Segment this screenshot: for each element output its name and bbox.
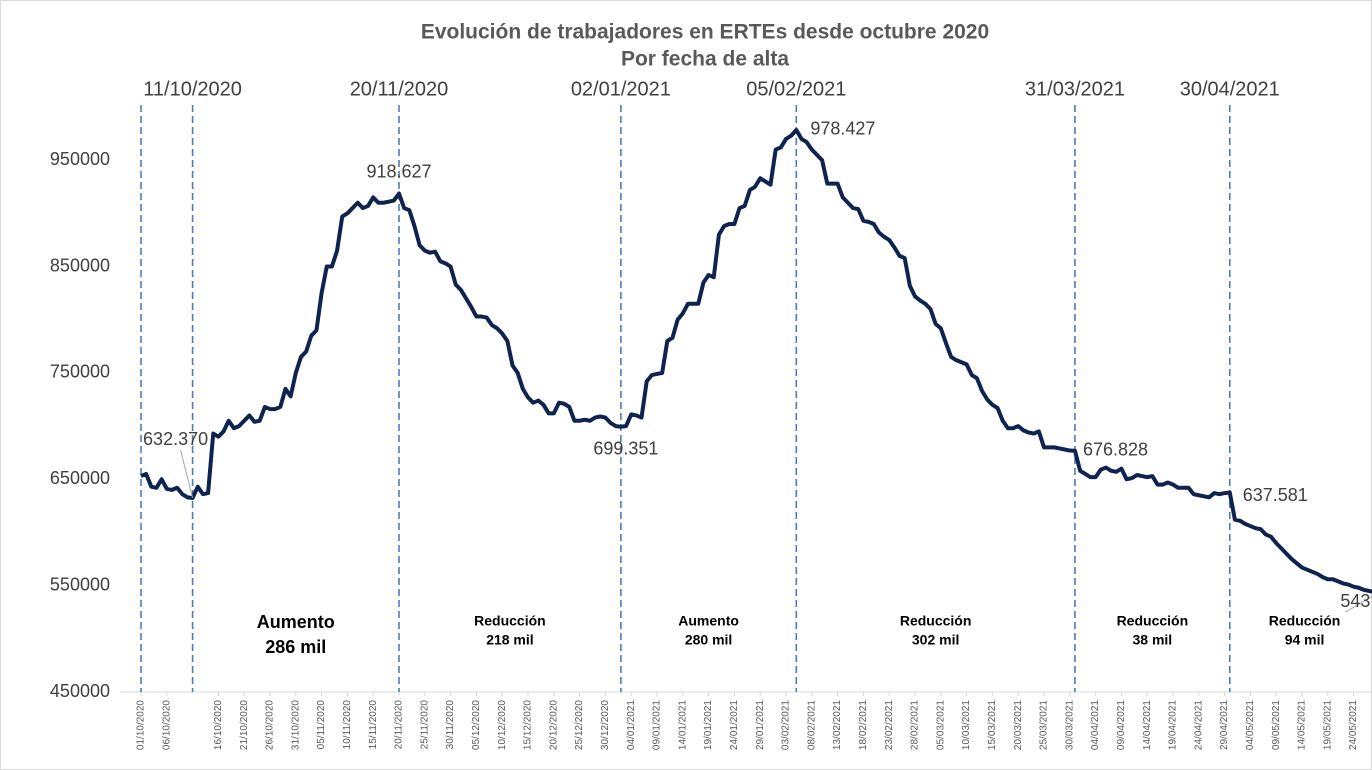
x-tick-label: 04/01/2021 [626, 700, 637, 750]
x-tick-label: 18/02/2021 [858, 700, 869, 750]
period-amount: 218 mil [486, 632, 533, 648]
x-tick-label: 24/04/2021 [1193, 700, 1204, 750]
x-tick-label: 08/02/2021 [806, 700, 817, 750]
leader-line [1345, 595, 1372, 613]
period-amount: 38 mil [1133, 632, 1173, 648]
period-marker-label: 20/11/2020 [350, 78, 449, 100]
period-marker-label: 02/01/2021 [571, 78, 671, 100]
x-tick-label: 14/04/2021 [1142, 700, 1153, 750]
period-amount: 302 mil [912, 632, 959, 648]
value-label: 632.370 [143, 429, 208, 449]
chart-title: Evolución de trabajadores en ERTEs desde… [421, 21, 989, 44]
x-tick-label: 24/01/2021 [729, 700, 740, 750]
x-tick-label: 04/04/2021 [1090, 700, 1101, 750]
x-tick-label: 13/02/2021 [832, 700, 843, 750]
value-label: 543.97 [1340, 591, 1372, 611]
y-tick-label: 850000 [50, 255, 110, 275]
leader-line [180, 449, 194, 499]
value-label: 699.351 [593, 439, 658, 459]
x-tick-label: 19/01/2021 [703, 700, 714, 750]
x-tick-label: 14/05/2021 [1297, 700, 1308, 750]
x-tick-label: 30/11/2020 [445, 700, 456, 750]
x-tick-label: 31/10/2020 [290, 700, 301, 750]
x-tick-label: 19/04/2021 [1168, 700, 1179, 750]
y-tick-label: 650000 [50, 468, 110, 488]
x-tick-label: 20/03/2021 [1013, 700, 1024, 750]
x-tick-label: 01/10/2020 [136, 700, 147, 750]
x-tick-label: 15/03/2021 [987, 700, 998, 750]
value-label: 918.627 [366, 161, 431, 181]
period-marker-label: 11/10/2020 [143, 78, 242, 100]
x-tick-label: 21/10/2020 [239, 700, 250, 750]
x-tick-label: 14/01/2021 [677, 700, 688, 750]
period-label: Reducción [900, 613, 972, 629]
x-tick-label: 24/05/2021 [1348, 700, 1359, 750]
y-tick-label: 950000 [50, 149, 110, 169]
period-label: Reducción [474, 613, 546, 629]
value-label: 978.427 [810, 119, 875, 139]
x-tick-label: 28/02/2021 [910, 700, 921, 750]
x-tick-label: 05/11/2020 [316, 700, 327, 750]
x-tick-label: 09/04/2021 [1116, 700, 1127, 750]
x-tick-label: 29/01/2021 [755, 700, 766, 750]
value-label: 676.828 [1083, 439, 1148, 459]
period-amount: 94 mil [1285, 632, 1325, 648]
x-tick-label: 20/11/2020 [394, 700, 405, 750]
x-tick-label: 10/11/2020 [342, 700, 353, 750]
x-tick-label: 09/05/2021 [1271, 700, 1282, 750]
x-tick-label: 30/12/2020 [600, 700, 611, 750]
period-amount: 286 mil [265, 637, 326, 657]
x-tick-label: 16/10/2020 [213, 700, 224, 750]
period-label: Reducción [1269, 613, 1341, 629]
period-label: Aumento [257, 612, 335, 632]
x-tick-label: 03/02/2021 [781, 700, 792, 750]
x-tick-label: 06/10/2020 [161, 700, 172, 750]
x-tick-label: 10/12/2020 [497, 700, 508, 750]
y-tick-label: 450000 [50, 681, 110, 701]
value-label: 637.581 [1243, 485, 1308, 505]
x-tick-label: 05/03/2021 [935, 700, 946, 750]
period-marker-label: 05/02/2021 [746, 78, 846, 100]
period-amount: 280 mil [685, 632, 732, 648]
x-tick-label: 15/11/2020 [368, 700, 379, 750]
x-tick-label: 05/12/2020 [471, 700, 482, 750]
data-line [140, 127, 1372, 594]
x-tick-label: 25/03/2021 [1039, 700, 1050, 750]
x-tick-label: 26/10/2020 [265, 700, 276, 750]
chart-subtitle: Por fecha de alta [621, 48, 789, 71]
x-tick-label: 25/11/2020 [419, 700, 430, 750]
period-label: Aumento [678, 613, 739, 629]
x-tick-label: 10/03/2021 [961, 700, 972, 750]
x-tick-label: 20/12/2020 [548, 700, 559, 750]
x-tick-label: 30/03/2021 [1064, 700, 1075, 750]
period-marker-label: 30/04/2021 [1180, 78, 1280, 100]
x-tick-label: 25/12/2020 [574, 700, 585, 750]
x-tick-label: 19/05/2021 [1322, 700, 1333, 750]
x-tick-label: 23/02/2021 [884, 700, 895, 750]
period-label: Reducción [1117, 613, 1189, 629]
period-marker-label: 31/03/2021 [1025, 78, 1125, 100]
y-tick-label: 550000 [50, 574, 110, 594]
x-tick-label: 04/05/2021 [1245, 700, 1256, 750]
x-tick-label: 09/01/2021 [652, 700, 663, 750]
x-tick-label: 29/04/2021 [1219, 700, 1230, 750]
y-tick-label: 750000 [50, 362, 110, 382]
x-tick-label: 15/12/2020 [523, 700, 534, 750]
